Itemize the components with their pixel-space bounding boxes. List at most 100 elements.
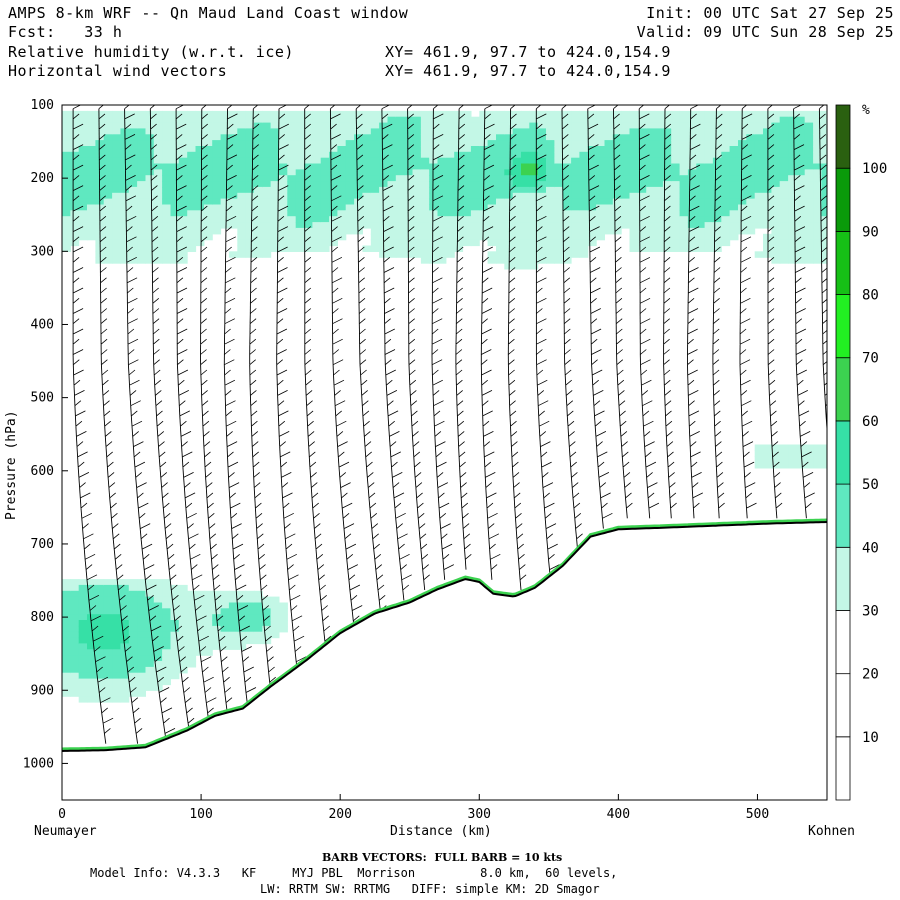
rh-cell (754, 456, 764, 463)
barb-flag (458, 154, 465, 161)
barb-flag (304, 226, 311, 232)
rh-cell (295, 192, 305, 200)
barb-shaft (253, 477, 255, 488)
rh-cell (320, 134, 330, 141)
rh-cell (320, 204, 330, 211)
barb-flag (482, 287, 493, 294)
rh-cell (712, 146, 722, 153)
barb-flag (225, 277, 236, 284)
barb-flag (545, 523, 557, 529)
rh-cell (195, 116, 205, 124)
rh-cell (279, 116, 288, 124)
barb-flag (536, 328, 543, 335)
rh-cell (153, 251, 163, 258)
barb-shaft (183, 477, 185, 488)
rh-cell (245, 128, 255, 135)
barb-flag (622, 461, 630, 468)
rh-cell (554, 140, 564, 147)
rh-cell (95, 608, 105, 615)
barb-flag (456, 256, 464, 263)
rh-cell (362, 128, 372, 135)
rh-cell (587, 116, 597, 124)
rh-cell (320, 110, 330, 118)
barb-flag (624, 482, 631, 488)
barb-flag (278, 175, 285, 181)
barb-flag (249, 359, 256, 366)
barb-flag (72, 185, 84, 191)
barb-flag (105, 431, 112, 437)
barb-flag (244, 676, 252, 683)
barb-flag (190, 553, 201, 560)
rh-cell (137, 257, 146, 264)
rh-cell (337, 146, 347, 153)
rh-cell (571, 222, 580, 229)
rh-cell (712, 122, 722, 130)
barb-flag (82, 523, 89, 529)
rh-cell (487, 128, 497, 135)
rh-cell (387, 251, 397, 258)
barb-flag (482, 410, 493, 417)
rh-cell (821, 456, 827, 463)
barb-flag (332, 328, 339, 335)
rh-cell (253, 637, 263, 645)
rh-cell (270, 620, 280, 627)
rh-cell (729, 151, 739, 159)
barb-flag (482, 267, 493, 273)
rh-cell (445, 216, 455, 223)
rh-cell (145, 157, 155, 165)
rh-cell (103, 590, 113, 598)
rh-cell (387, 210, 397, 217)
barb-shaft (566, 415, 569, 427)
barb-flag (639, 123, 646, 130)
barb-flag (587, 105, 597, 110)
rh-cell (203, 590, 213, 598)
barb-shaft (160, 702, 163, 713)
rh-cell (804, 456, 814, 463)
barb-shaft (220, 661, 223, 673)
barb-flag (212, 564, 219, 570)
rh-cell (262, 163, 272, 170)
rh-cell (395, 222, 405, 229)
rh-cell (262, 233, 272, 241)
rh-cell (304, 192, 313, 200)
rh-cell (412, 233, 422, 241)
rh-cell (112, 608, 121, 615)
rh-cell (821, 140, 827, 147)
barb-shaft (485, 497, 488, 509)
rh-cell (362, 140, 372, 147)
barb-flag (639, 205, 646, 212)
barb-shaft (349, 589, 352, 601)
rh-cell (546, 204, 555, 211)
rh-cell (395, 122, 405, 130)
rh-cell (87, 590, 96, 598)
rh-cell (470, 204, 480, 211)
rh-cell (445, 204, 455, 211)
barb-flag (616, 338, 623, 345)
rh-cell (120, 210, 130, 217)
rh-cell (145, 590, 155, 598)
rh-cell (162, 643, 171, 650)
barb-flag (201, 185, 208, 191)
rh-cell (354, 204, 363, 211)
rh-cell (721, 181, 731, 188)
barb-shaft (221, 671, 225, 683)
rh-cell (245, 186, 255, 194)
barb-flag (163, 512, 171, 519)
barb-flag (177, 369, 189, 376)
rh-cell (170, 134, 180, 141)
rh-cell (128, 198, 138, 206)
rh-cell (738, 198, 747, 206)
barb-shaft (361, 405, 364, 416)
rh-cell (62, 198, 71, 206)
barb-flag (152, 635, 159, 642)
rh-cell (153, 620, 163, 627)
rh-cell (195, 140, 205, 147)
barb-flag (334, 400, 346, 407)
rh-cell (170, 661, 180, 668)
rh-cell (70, 625, 80, 633)
barb-flag (304, 256, 312, 263)
barb-flag (332, 297, 343, 304)
barb-shaft (74, 405, 76, 416)
rh-cell (671, 169, 681, 176)
barb-flag (432, 175, 444, 181)
